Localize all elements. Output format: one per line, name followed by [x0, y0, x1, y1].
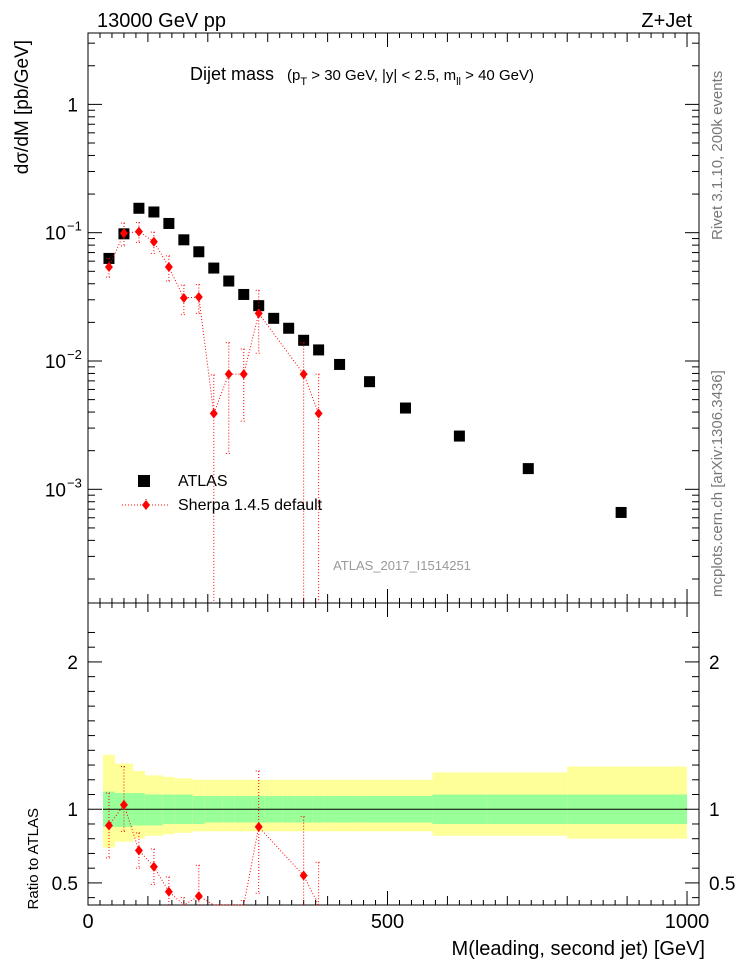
header-process-label: Z+Jet: [641, 10, 692, 32]
atlas-point: [178, 234, 190, 246]
y-tick-label-ratio-right: 2: [709, 653, 720, 674]
atlas-point: [334, 358, 346, 370]
x-axis-label: M(leading, second jet) [GeV]: [452, 938, 705, 960]
ratio-plot-frame: [87, 602, 700, 906]
plot-title-cuts-pre: (p: [287, 67, 300, 84]
sherpa-point: [134, 226, 143, 237]
axis-ticks: [87, 33, 699, 905]
sherpa-point: [299, 369, 308, 380]
ratio-point: [119, 799, 128, 810]
ratio-point: [149, 861, 158, 872]
x-tick-label: 500: [371, 911, 404, 933]
mcplots-credit-label: mcplots.cern.ch [arXiv:1306.3436]: [709, 370, 726, 597]
y-tick-label-exponent: −1: [67, 219, 82, 234]
atlas-point: [238, 288, 250, 300]
analysis-id-label: ATLAS_2017_I1514251: [333, 558, 471, 573]
atlas-point: [298, 334, 310, 346]
y-tick-label-main: 10: [45, 224, 66, 245]
plot-title-main: Dijet mass: [190, 64, 274, 84]
plot-title-cuts-sub1: T: [300, 76, 307, 88]
ratio-series: [104, 766, 322, 906]
inner-band-segment: [144, 794, 163, 826]
atlas-point: [268, 312, 280, 324]
plot-frames: [87, 32, 700, 906]
legend-atlas-marker: [138, 475, 150, 487]
ratio-point: [134, 845, 143, 856]
y-tick-label-main: 10: [45, 480, 66, 501]
sherpa-point: [239, 369, 248, 380]
atlas-point: [283, 322, 295, 334]
y-axis-label-main: dσ/dM [pb/GeV]: [12, 40, 33, 174]
sherpa-point: [224, 369, 233, 380]
plot-title-cuts-mid: > 30 GeV, |y| < 2.5, m: [307, 67, 456, 84]
atlas-point: [364, 376, 376, 388]
legend-sherpa-label: Sherpa 1.4.5 default: [178, 497, 323, 514]
inner-band-segment: [192, 795, 205, 824]
y-tick-label-ratio: 2: [67, 653, 78, 674]
x-tick-label: 1000: [665, 911, 710, 933]
y-tick-label-ratio-right: 1: [709, 800, 720, 821]
legend: ATLAS Sherpa 1.4.5 default: [122, 473, 323, 514]
sherpa-point: [209, 408, 218, 419]
inner-band-segment: [114, 793, 133, 827]
x-tick-label: 0: [82, 911, 93, 933]
sherpa-series: [104, 222, 323, 603]
atlas-point: [313, 344, 325, 356]
y-axis-label-ratio: Ratio to ATLAS: [25, 808, 42, 909]
legend-sherpa-marker: [142, 500, 150, 510]
atlas-point: [615, 506, 627, 518]
atlas-point: [223, 275, 235, 287]
atlas-point: [522, 463, 534, 475]
sherpa-point: [194, 292, 203, 303]
y-tick-label-exponent: −2: [67, 347, 82, 362]
ratio-point: [299, 870, 308, 881]
sherpa-point: [254, 308, 263, 319]
sherpa-point: [149, 236, 158, 247]
y-tick-label-ratio: 1: [67, 800, 78, 821]
atlas-point: [453, 430, 465, 442]
atlas-point: [133, 202, 145, 214]
atlas-series: [103, 202, 627, 518]
y-tick-label-main: 1: [67, 95, 78, 116]
rivet-version-label: Rivet 3.1.10, 200k events: [709, 71, 726, 240]
sherpa-point: [179, 292, 188, 303]
main-plot-frame: [87, 32, 700, 604]
ratio-line: [108, 803, 320, 906]
legend-atlas-label: ATLAS: [178, 473, 228, 490]
atlas-point: [208, 262, 220, 274]
atlas-point: [399, 402, 411, 414]
sherpa-point: [314, 408, 323, 419]
y-tick-label-main: 10: [45, 352, 66, 373]
y-tick-label-ratio-right: 0.5: [709, 874, 735, 895]
sherpa-line: [108, 231, 320, 414]
y-tick-label-exponent: −3: [67, 475, 82, 490]
plot-title: Dijet mass (pT > 30 GeV, |y| < 2.5, mll …: [190, 64, 534, 88]
plot-title-cuts-sub2: ll: [456, 76, 461, 88]
plot-title-cuts-post: > 40 GeV): [461, 67, 534, 84]
uncertainty-bands: [102, 754, 688, 848]
atlas-point: [193, 246, 205, 258]
y-tick-label-ratio: 0.5: [52, 874, 78, 895]
atlas-point: [148, 206, 160, 218]
header-collision-label: 13000 GeV pp: [97, 10, 226, 32]
ratio-point: [254, 821, 263, 832]
atlas-point: [163, 217, 175, 229]
ratio-point: [164, 886, 173, 897]
